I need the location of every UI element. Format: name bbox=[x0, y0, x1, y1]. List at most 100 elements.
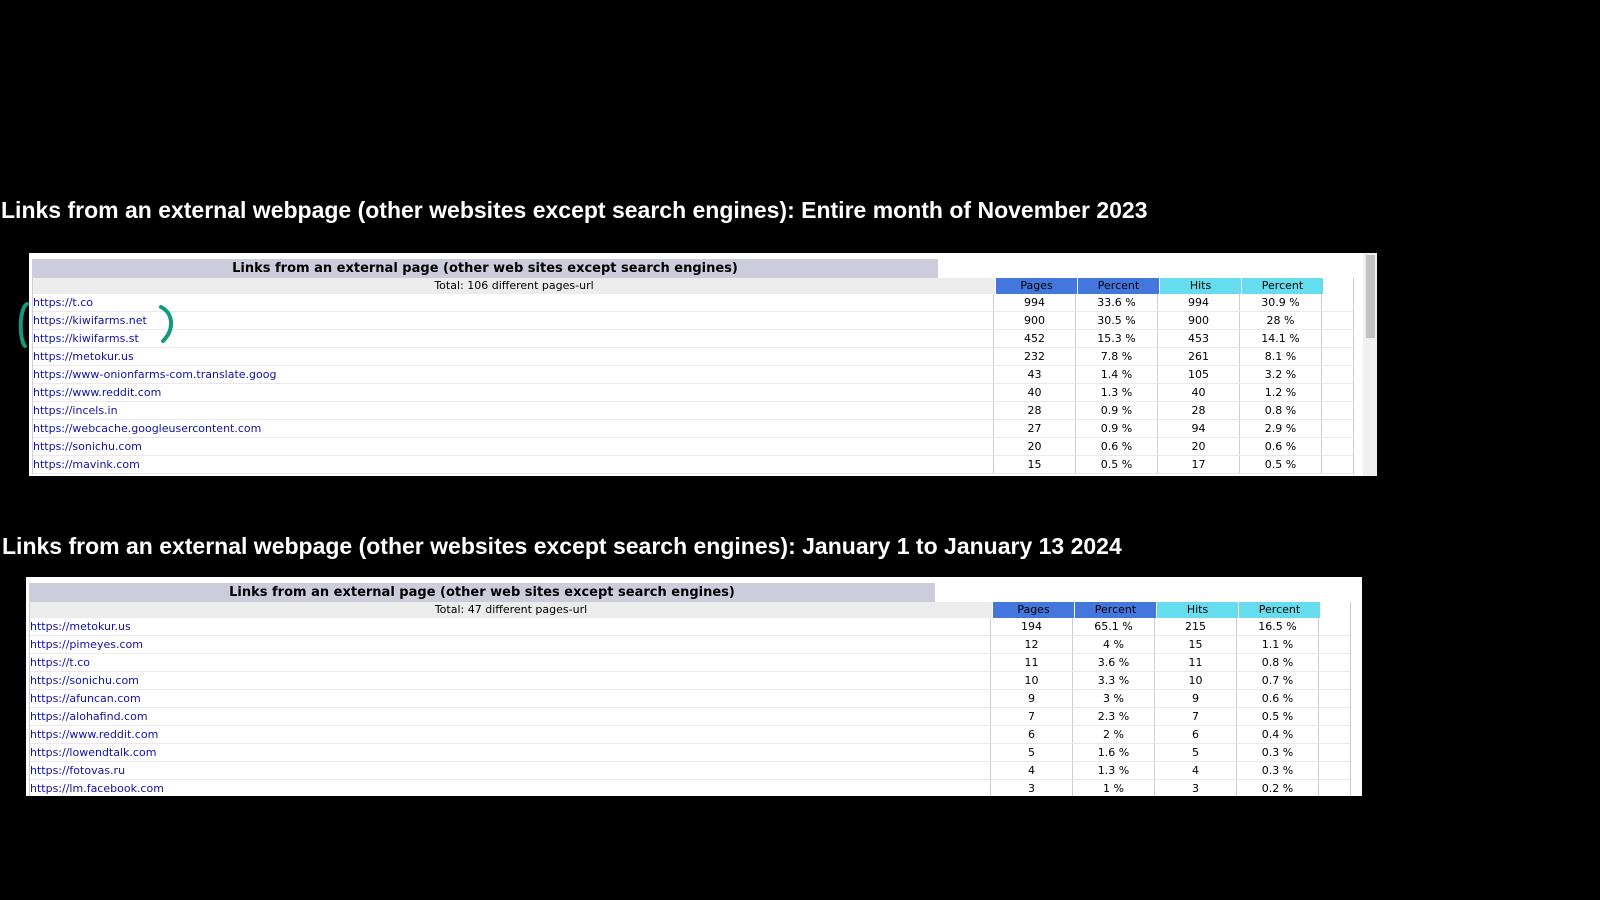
annotation-left-bracket-icon bbox=[13, 300, 31, 352]
referrer-link[interactable]: https://sonichu.com bbox=[30, 672, 991, 689]
pages-value: 4 bbox=[991, 762, 1073, 779]
pages-value: 7 bbox=[991, 708, 1073, 725]
hits-percent-value: 0.8 % bbox=[1240, 402, 1322, 419]
hits-value: 105 bbox=[1158, 366, 1240, 383]
hits-percent-value: 3.2 % bbox=[1240, 366, 1322, 383]
hits-percent-value: 2.9 % bbox=[1240, 420, 1322, 437]
table-row: https://t.co 994 33.6 % 994 30.9 % bbox=[33, 294, 1353, 312]
hits-value: 94 bbox=[1158, 420, 1240, 437]
hits-value: 215 bbox=[1155, 618, 1237, 635]
pages-percent-value: 0.9 % bbox=[1076, 420, 1158, 437]
referrer-link[interactable]: https://mavink.com bbox=[33, 456, 994, 473]
referrer-link[interactable]: https://www.reddit.com bbox=[30, 726, 991, 743]
annotation-right-bracket-icon bbox=[157, 303, 177, 349]
table-row: https://t.co 11 3.6 % 11 0.8 % bbox=[30, 654, 1350, 672]
table-row: https://www.reddit.com 6 2 % 6 0.4 % bbox=[30, 726, 1350, 744]
scrollbar-thumb[interactable] bbox=[1366, 255, 1375, 338]
hits-percent-value: 0.6 % bbox=[1240, 438, 1322, 455]
pages-percent-value: 1 % bbox=[1073, 780, 1155, 796]
referrer-link[interactable]: https://kiwifarms.net bbox=[33, 312, 994, 329]
table-row: https://kiwifarms.st 452 15.3 % 453 14.1 % bbox=[33, 330, 1353, 348]
pages-value: 5 bbox=[991, 744, 1073, 761]
hits-value: 15 bbox=[1155, 636, 1237, 653]
referrer-table: Total: 47 different pages-url Pages Perc… bbox=[29, 602, 1351, 796]
referrer-link[interactable]: https://t.co bbox=[33, 294, 994, 311]
pages-percent-value: 30.5 % bbox=[1076, 312, 1158, 329]
hits-percent-value: 0.8 % bbox=[1237, 654, 1319, 671]
referrer-link[interactable]: https://lowendtalk.com bbox=[30, 744, 991, 761]
pages-percent-value: 4 % bbox=[1073, 636, 1155, 653]
referrer-link[interactable]: https://incels.in bbox=[33, 402, 994, 419]
pages-percent-value: 1.3 % bbox=[1073, 762, 1155, 779]
referrer-link[interactable]: https://t.co bbox=[30, 654, 991, 671]
pages-value: 27 bbox=[994, 420, 1076, 437]
table-row: https://webcache.googleusercontent.com 27… bbox=[33, 420, 1353, 438]
table-row: https://alohafind.com 7 2.3 % 7 0.5 % bbox=[30, 708, 1350, 726]
table-row: https://kiwifarms.net 900 30.5 % 900 28 % bbox=[33, 312, 1353, 330]
pages-percent-value: 0.9 % bbox=[1076, 402, 1158, 419]
referrer-link[interactable]: https://sonichu.com bbox=[33, 438, 994, 455]
hits-value: 5 bbox=[1155, 744, 1237, 761]
hits-value: 453 bbox=[1158, 330, 1240, 347]
referrer-link[interactable]: https://metokur.us bbox=[30, 618, 991, 635]
referrer-link[interactable]: https://lm.facebook.com bbox=[30, 780, 991, 796]
hits-value: 7 bbox=[1155, 708, 1237, 725]
pages-percent-value: 65.1 % bbox=[1073, 618, 1155, 635]
pages-value: 12 bbox=[991, 636, 1073, 653]
table-row: https://fotovas.ru 4 1.3 % 4 0.3 % bbox=[30, 762, 1350, 780]
hits-percent-value: 0.3 % bbox=[1237, 762, 1319, 779]
pages-value: 994 bbox=[994, 294, 1076, 311]
right-bracket-icon bbox=[159, 305, 173, 343]
stats-panel-january: Links from an external page (other web s… bbox=[26, 577, 1362, 796]
hits-percent-value: 28 % bbox=[1240, 312, 1322, 329]
table-body: https://metokur.us 194 65.1 % 215 16.5 % http… bbox=[30, 618, 1350, 796]
hits-value: 6 bbox=[1155, 726, 1237, 743]
stats-panel-november: Links from an external page (other web s… bbox=[29, 253, 1377, 476]
hits-percent-value: 0.6 % bbox=[1237, 690, 1319, 707]
table-header-row: Total: 47 different pages-url Pages Perc… bbox=[30, 602, 1350, 618]
hits-percent-value: 1.1 % bbox=[1237, 636, 1319, 653]
pages-percent-value: 0.6 % bbox=[1076, 438, 1158, 455]
pages-value: 20 bbox=[994, 438, 1076, 455]
referrer-link[interactable]: https://metokur.us bbox=[33, 348, 994, 365]
pages-value: 43 bbox=[994, 366, 1076, 383]
pages-value: 232 bbox=[994, 348, 1076, 365]
table-row: https://metokur.us 194 65.1 % 215 16.5 % bbox=[30, 618, 1350, 636]
referrer-link[interactable]: https://www-onionfarms-com.translate.goo… bbox=[33, 366, 994, 383]
hits-percent-value: 0.4 % bbox=[1237, 726, 1319, 743]
referrer-link[interactable]: https://kiwifarms.st bbox=[33, 330, 994, 347]
referrer-link[interactable]: https://www.reddit.com bbox=[33, 384, 994, 401]
pages-value: 15 bbox=[994, 456, 1076, 473]
pages-value: 900 bbox=[994, 312, 1076, 329]
col-pages-percent-header: Percent bbox=[1078, 278, 1159, 294]
left-bracket-icon bbox=[18, 302, 29, 348]
hits-value: 11 bbox=[1155, 654, 1237, 671]
hits-value: 28 bbox=[1158, 402, 1240, 419]
pages-value: 11 bbox=[991, 654, 1073, 671]
pages-percent-value: 1.6 % bbox=[1073, 744, 1155, 761]
total-label: Total: 47 different pages-url bbox=[30, 602, 992, 618]
col-pages-header: Pages bbox=[993, 602, 1074, 618]
pages-percent-value: 7.8 % bbox=[1076, 348, 1158, 365]
hits-value: 20 bbox=[1158, 438, 1240, 455]
pages-value: 10 bbox=[991, 672, 1073, 689]
referrer-link[interactable]: https://fotovas.ru bbox=[30, 762, 991, 779]
pages-percent-value: 3 % bbox=[1073, 690, 1155, 707]
vertical-scrollbar[interactable] bbox=[1363, 253, 1377, 476]
table-row: https://www-onionfarms-com.translate.goo… bbox=[33, 366, 1353, 384]
pages-value: 6 bbox=[991, 726, 1073, 743]
pages-percent-value: 33.6 % bbox=[1076, 294, 1158, 311]
hits-value: 900 bbox=[1158, 312, 1240, 329]
referrer-link[interactable]: https://alohafind.com bbox=[30, 708, 991, 725]
referrer-link[interactable]: https://webcache.googleusercontent.com bbox=[33, 420, 994, 437]
pages-percent-value: 1.3 % bbox=[1076, 384, 1158, 401]
referrer-link[interactable]: https://pimeyes.com bbox=[30, 636, 991, 653]
col-hits-header: Hits bbox=[1157, 602, 1238, 618]
pages-value: 9 bbox=[991, 690, 1073, 707]
col-hits-header: Hits bbox=[1160, 278, 1241, 294]
hits-value: 261 bbox=[1158, 348, 1240, 365]
table-title: Links from an external page (other web s… bbox=[29, 583, 935, 602]
col-pages-percent-header: Percent bbox=[1075, 602, 1156, 618]
referrer-link[interactable]: https://afuncan.com bbox=[30, 690, 991, 707]
